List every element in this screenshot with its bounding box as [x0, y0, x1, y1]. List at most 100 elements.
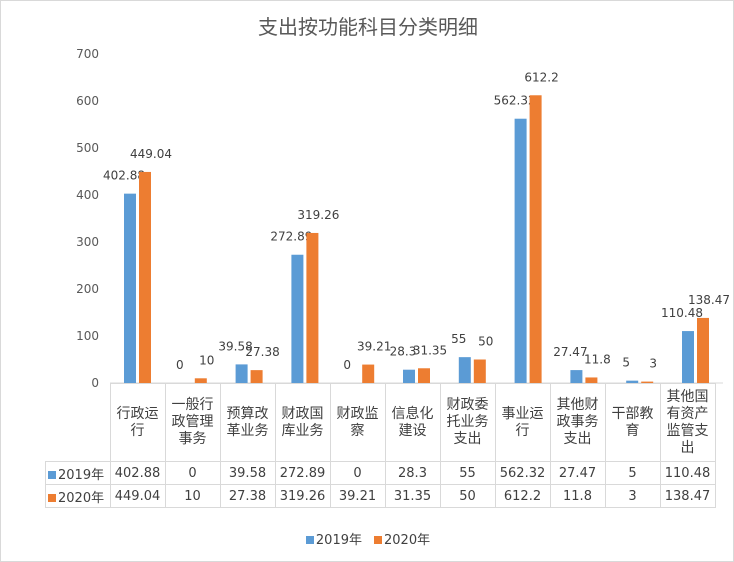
bar-2020年-7 [529, 95, 542, 384]
data-label: 449.04 [130, 147, 172, 161]
data-label: 31.35 [413, 343, 447, 357]
legend-label: 2019年 [315, 533, 362, 548]
bar-2020年-6 [473, 359, 486, 383]
category-label: 事业运行 [494, 383, 551, 462]
y-tick-label: 600 [76, 94, 99, 108]
category-label: 预算改革业务 [219, 383, 276, 462]
bar-2020年-10 [697, 317, 709, 383]
table-cell: 5 [604, 461, 661, 485]
bar-2020年-3 [306, 232, 319, 383]
legend-swatch [48, 470, 56, 479]
data-label: 3 [649, 357, 657, 371]
table-cell: 27.38 [219, 484, 276, 508]
table-cell: 27.47 [549, 461, 606, 485]
table-row: 2020年 449.04 10 27.38 319.26 39.21 31.35 50 612.… [45, 484, 716, 508]
data-label: 5 [622, 356, 630, 370]
bar-2020年-8 [585, 377, 598, 383]
bar-2019年-9 [626, 380, 639, 383]
table-cell: 31.35 [384, 484, 441, 508]
data-label: 55 [451, 332, 466, 346]
table-cell: 39.21 [329, 484, 386, 508]
data-label: 28.3 [390, 345, 417, 359]
bar-2019年-3 [291, 254, 304, 383]
table-corner [45, 383, 111, 462]
table-cell: 449.04 [109, 484, 166, 508]
bar-2019年-8 [570, 370, 583, 383]
chart-title: 支出按功能科目分类明细 [258, 15, 478, 39]
table-cell: 3 [604, 484, 661, 508]
y-tick-label: 300 [76, 235, 99, 249]
category-label: 信息化建设 [384, 383, 441, 462]
bar-2020年-0 [139, 171, 151, 383]
bar-2020年-5 [418, 368, 430, 383]
data-label: 27.47 [553, 345, 587, 359]
series-label: 2019年 [45, 461, 111, 485]
table-cell: 10 [164, 484, 221, 508]
data-label: 110.48 [661, 306, 703, 320]
table-cell: 50 [439, 484, 496, 508]
bar-2019年-5 [403, 369, 415, 383]
category-label: 财政监察 [329, 383, 386, 462]
table-cell: 11.8 [549, 484, 606, 508]
category-label: 其他财政事务支出 [549, 383, 606, 462]
data-label: 402.88 [103, 169, 145, 183]
table-cell: 138.47 [659, 484, 716, 508]
data-table: 行政运行 一般行政管理事务 预算改革业务 财政国库业务 财政监察 信息化建设 财政委托业务支… [45, 383, 716, 508]
bar-2019年-6 [458, 357, 471, 383]
y-tick-label: 700 [76, 47, 99, 61]
data-label: 612.2 [524, 70, 558, 84]
data-label: 50 [478, 335, 493, 349]
bar-2019年-10 [682, 331, 694, 383]
table-cell: 39.58 [219, 461, 276, 485]
data-label: 11.8 [584, 352, 611, 366]
legend-item: 2020年 [374, 533, 430, 548]
bar-2020年-4 [362, 364, 375, 383]
table-cell: 28.3 [384, 461, 441, 485]
table-row: 2019年 402.88 0 39.58 272.89 0 28.3 55 562.32 27.4… [45, 461, 716, 485]
table-cell: 0 [329, 461, 386, 485]
table-cell: 110.48 [659, 461, 716, 485]
table-cell: 612.2 [494, 484, 551, 508]
data-label: 138.47 [688, 293, 730, 307]
data-label: 319.26 [297, 208, 339, 222]
legend-item: 2019年 [305, 533, 362, 548]
legend-label: 2020年 [384, 533, 431, 548]
y-tick-label: 200 [76, 282, 99, 296]
data-label: 39.21 [357, 340, 391, 354]
legend-swatch [374, 536, 382, 544]
legend: 2019年 2020年 [1, 529, 733, 548]
bar-2019年-0 [124, 193, 136, 383]
bar-2020年-9 [641, 381, 654, 383]
legend-swatch [48, 493, 56, 502]
y-tick-label: 0 [91, 376, 99, 390]
table-cell: 55 [439, 461, 496, 485]
data-label: 0 [343, 358, 351, 372]
category-label: 财政国库业务 [274, 383, 331, 462]
data-label: 272.89 [270, 230, 312, 244]
table-cell: 272.89 [274, 461, 331, 485]
table-cell: 0 [164, 461, 221, 485]
category-label: 一般行政管理事务 [164, 383, 221, 462]
bar-2019年-2 [235, 364, 248, 383]
table-cell: 402.88 [109, 461, 166, 485]
series-label: 2020年 [45, 484, 111, 508]
table-cell: 319.26 [274, 484, 331, 508]
category-label: 行政运行 [109, 383, 166, 462]
data-label: 562.32 [494, 94, 536, 108]
y-tick-label: 100 [76, 329, 99, 343]
bar-2019年-7 [514, 118, 527, 384]
category-label: 干部教育 [604, 383, 661, 462]
data-label: 0 [176, 358, 184, 372]
series-name: 2020年 [58, 490, 105, 506]
y-tick-label: 400 [76, 188, 99, 202]
category-label: 其他国有资产监管支出 [659, 383, 716, 462]
bar-2020年-1 [194, 378, 207, 383]
data-label: 39.58 [218, 339, 252, 353]
table-cell: 562.32 [494, 461, 551, 485]
series-name: 2019年 [58, 467, 105, 483]
legend-swatch [305, 536, 314, 544]
data-label: 10 [199, 353, 214, 367]
bar-2020年-2 [250, 370, 263, 383]
